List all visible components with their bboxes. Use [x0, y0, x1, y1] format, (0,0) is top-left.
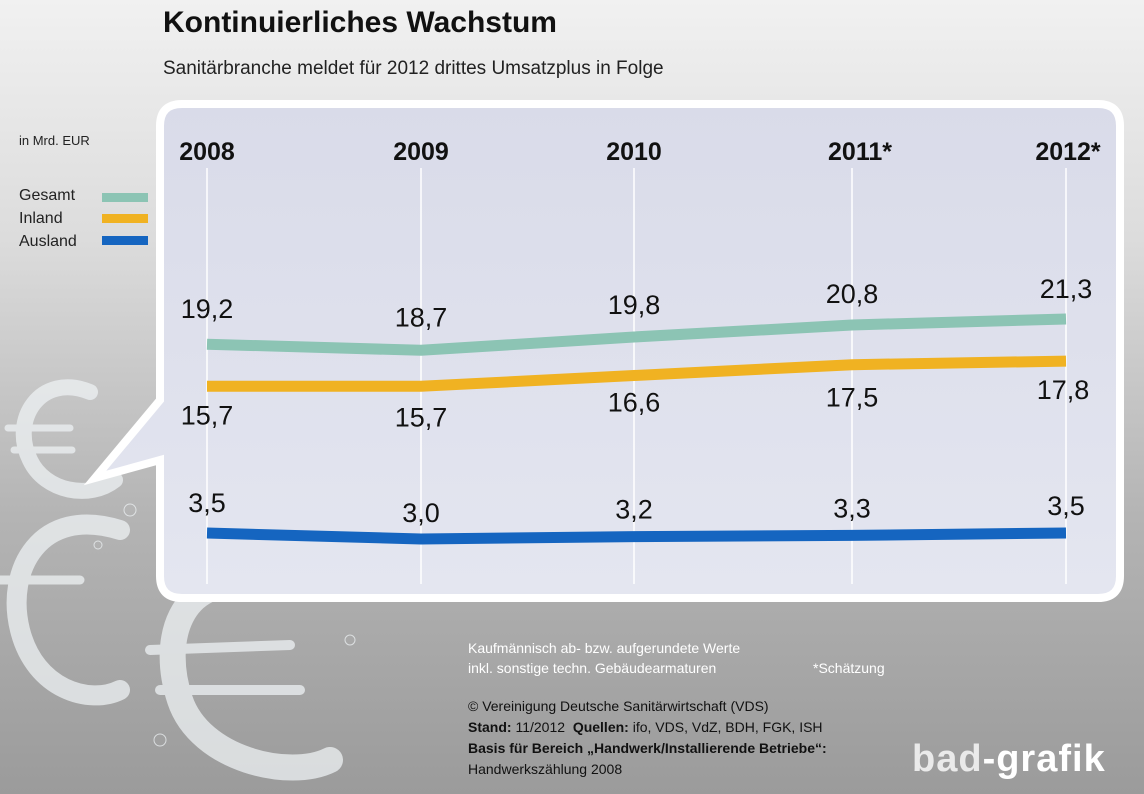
chart-subtitle: Sanitärbranche meldet für 2012 drittes U… [163, 58, 664, 79]
stand-value: 11/2012 [515, 719, 566, 735]
legend-label-inland: Inland [19, 210, 63, 227]
category-label-2012: 2012* [1035, 138, 1101, 166]
stand-label: Stand: [468, 719, 512, 735]
quellen-value: ifo, VDS, VdZ, BDH, FGK, ISH [632, 719, 823, 735]
category-label-2009: 2009 [393, 138, 449, 166]
chart-title: Kontinuierliches Wachstum [163, 6, 557, 39]
source-copyright: © Vereinigung Deutsche Sanitärwirtschaft… [468, 698, 769, 714]
grid-lines [206, 168, 1067, 584]
source-stand-quellen: Stand: 11/2012 Quellen: ifo, VDS, VdZ, B… [468, 719, 823, 735]
note-rounding-2: inkl. sonstige techn. Gebäudearmaturen [468, 660, 717, 676]
category-label-2010: 2010 [606, 138, 662, 166]
legend-label-gesamt: Gesamt [19, 187, 76, 204]
quellen-label: Quellen: [572, 719, 629, 735]
value-label-gesamt-2009: 18,7 [395, 302, 448, 332]
logo-part-2: -grafik [982, 738, 1106, 780]
value-label-ausland-2012: 3,5 [1047, 491, 1085, 521]
value-label-gesamt-2011: 20,8 [826, 279, 879, 309]
value-label-inland-2011: 17,5 [826, 383, 879, 413]
value-label-gesamt-2010: 19,8 [608, 290, 661, 320]
legend-label-ausland: Ausland [19, 233, 77, 250]
value-label-ausland-2008: 3,5 [188, 488, 226, 518]
legend-swatch-inland [102, 214, 148, 223]
note-estimate: *Schätzung [813, 660, 885, 676]
chart-panel [83, 100, 1124, 602]
bad-grafik-logo: bad-grafik [912, 738, 1106, 781]
category-label-2011: 2011* [828, 138, 892, 166]
source-basis-value: Handwerkszählung 2008 [468, 761, 623, 777]
category-label-2008: 2008 [179, 138, 235, 166]
logo-part-1: bad [912, 738, 983, 780]
source-basis: Basis für Bereich „Handwerk/Installieren… [468, 740, 827, 756]
note-rounding-1: Kaufmännisch ab- bzw. aufgerundete Werte [468, 640, 741, 656]
value-label-ausland-2011: 3,3 [833, 493, 871, 523]
value-label-inland-2010: 16,6 [608, 388, 661, 418]
value-label-inland-2012: 17,8 [1037, 375, 1090, 405]
value-label-inland-2009: 15,7 [395, 402, 448, 432]
value-label-gesamt-2012: 21,3 [1040, 274, 1093, 304]
value-label-gesamt-2008: 19,2 [181, 294, 234, 324]
basis-label: Basis für Bereich „Handwerk/Installieren… [468, 740, 827, 756]
value-label-ausland-2010: 3,2 [615, 495, 653, 525]
series-line-gesamt [206, 313, 1067, 356]
unit-label: in Mrd. EUR [19, 133, 90, 148]
value-label-ausland-2009: 3,0 [402, 498, 440, 528]
value-label-inland-2008: 15,7 [181, 400, 234, 430]
legend-swatch-gesamt [102, 193, 148, 202]
legend-swatch-ausland [102, 236, 148, 245]
series-line-ausland [206, 527, 1067, 545]
series-line-inland [207, 355, 1067, 392]
